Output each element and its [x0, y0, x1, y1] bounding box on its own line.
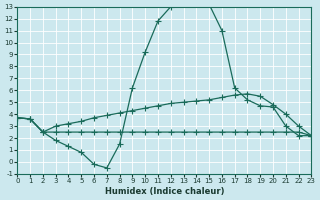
- X-axis label: Humidex (Indice chaleur): Humidex (Indice chaleur): [105, 187, 224, 196]
